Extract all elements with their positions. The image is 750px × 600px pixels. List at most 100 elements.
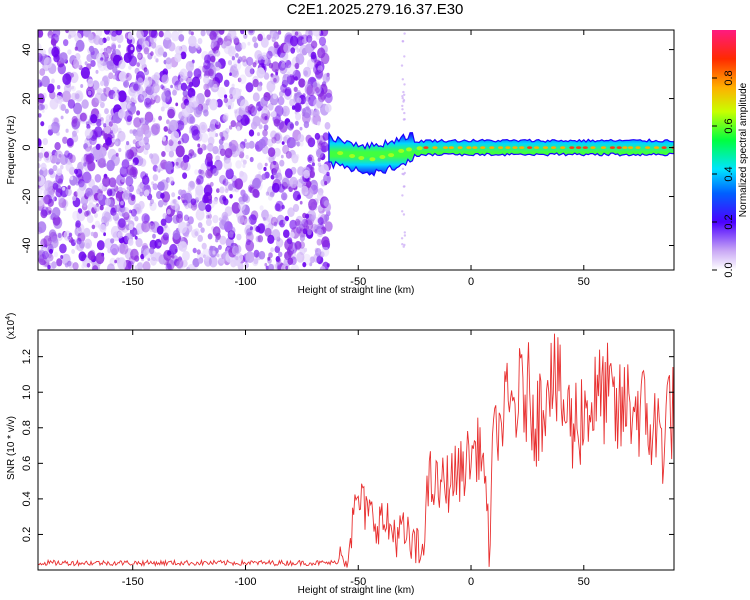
spectrogram-noise-cell <box>281 176 290 187</box>
spectrogram-noise-cell <box>180 82 188 92</box>
spectrogram-noise-cell <box>268 252 273 259</box>
spectrogram-noise-cell <box>94 220 101 228</box>
spectrogram-noise-cell <box>43 195 51 205</box>
spectrogram-noise-cell <box>137 261 144 270</box>
spectrogram-noise-cell <box>206 142 214 152</box>
spectrogram-noise-cell <box>162 51 168 58</box>
spectrogram-noise-cell <box>158 115 163 121</box>
spectrogram-noise-cell <box>112 92 120 101</box>
spectrogram-noise-cell <box>305 225 309 230</box>
spectrogram-noise-cell <box>115 190 125 202</box>
spectrogram-noise-cell <box>324 181 328 186</box>
spectrogram-noise-cell <box>48 35 52 40</box>
spectrogram-noise-cell <box>310 166 315 172</box>
spectrogram-noise-cell <box>174 52 182 63</box>
spectrogram-noise-cell <box>75 168 83 178</box>
spectrogram-noise-cell <box>130 248 139 260</box>
spectrogram-noise-cell <box>401 210 404 213</box>
spectrogram-noise-cell <box>401 40 405 43</box>
spectrogram-noise-cell <box>65 128 69 133</box>
spectrogram-noise-cell <box>279 63 288 75</box>
spectrogram-noise-cell <box>285 265 289 270</box>
spectrogram-noise-cell <box>57 85 61 90</box>
spectrogram-noise-cell <box>172 229 181 240</box>
spectrogram-noise-cell <box>403 55 406 58</box>
spectrogram-noise-cell <box>69 154 76 163</box>
spectrogram-peak <box>661 146 667 150</box>
spectrogram-noise-cell <box>233 109 238 114</box>
spectrogram-noise-cell <box>118 109 126 119</box>
spectrogram-noise-cell <box>284 88 291 97</box>
spectrogram-noise-cell <box>175 145 185 158</box>
spectrogram-noise-cell <box>212 214 219 224</box>
spectrogram-noise-cell <box>209 30 217 41</box>
spectrogram-noise-cell <box>240 42 247 50</box>
spectrogram-noise-cell <box>203 60 211 70</box>
spectrogram-noise-cell <box>302 262 307 268</box>
spectrogram-noise-cell <box>249 68 255 75</box>
spectrogram-noise-cell <box>298 178 302 183</box>
spectrogram-noise-cell <box>97 59 107 72</box>
spectrogram-noise-cell <box>74 244 79 250</box>
spectrogram-noise-cell <box>64 150 70 158</box>
spectrogram-noise-cell <box>222 114 229 122</box>
spectrogram-noise-cell <box>74 46 78 51</box>
spectrogram-noise-cell <box>296 141 301 147</box>
snr-y-tick-label: 0.4 <box>21 491 33 506</box>
spectrogram-signal-band <box>328 130 674 177</box>
spectrogram-noise-cell <box>237 77 242 83</box>
spectrogram-noise-cell <box>143 40 150 48</box>
spectrogram-noise-cell <box>110 42 117 49</box>
spectrogram-noise-cell <box>274 105 284 117</box>
colorbar: 0.0 0.2 0.4 0.6 0.8 Normalized spectral ampl… <box>712 30 749 278</box>
spectrogram-noise-cell <box>132 139 137 145</box>
spectrogram-noise-cell <box>116 33 124 44</box>
spectrogram-noise-cell <box>142 175 150 186</box>
spectrogram-noise-cell <box>223 198 229 206</box>
spectrogram-noise-cell <box>79 112 87 122</box>
spectrogram-noise-cell <box>212 250 216 255</box>
spectrogram-noise-cell <box>95 69 99 74</box>
spectrogram-noise-cell <box>271 61 280 73</box>
spectrogram-noise-cell <box>140 117 147 126</box>
spectrogram-noise-cell <box>324 92 333 104</box>
spectrogram-noise-cell <box>150 153 160 165</box>
spectrogram-noise-cell <box>106 36 111 42</box>
spectrogram-noise-cell <box>270 216 278 226</box>
spectrogram-noise-cell <box>257 107 261 112</box>
spectrogram-noise-cell <box>118 71 127 82</box>
spectrogram-noise-cell <box>136 62 140 67</box>
spectrogram-noise-cell <box>87 90 92 96</box>
spectrogram-noise-cell <box>219 64 223 69</box>
spectrogram-noise-cell <box>176 260 184 270</box>
spectrogram-noise-cell <box>197 37 203 45</box>
spectrogram-noise-cell <box>222 178 229 186</box>
snr-axes: -150 -100 -50 0 50 0.2 0.4 0.6 0.8 1.0 1.2 <box>21 330 674 588</box>
spectrogram-noise-cell <box>121 178 125 183</box>
spectrogram-x-tick-label: 50 <box>578 276 590 288</box>
spectrogram-noise-cell <box>183 214 189 222</box>
spectrogram-noise-cell <box>63 83 72 94</box>
spectrogram-noise-cell <box>204 254 210 262</box>
spectrogram-noise-cell <box>150 51 154 57</box>
spectrogram-noise-cell <box>283 43 291 53</box>
spectrogram-noise-cell <box>86 263 91 268</box>
spectrogram-noise-cell <box>239 170 245 177</box>
spectrogram-noise-cell <box>266 34 272 41</box>
spectrogram-noise-cell <box>315 248 322 257</box>
spectrogram-noise-cell <box>179 68 188 79</box>
spectrogram-noise-cell <box>155 58 159 63</box>
spectrogram-noise-cell <box>148 221 156 230</box>
spectrogram-noise-cell <box>227 30 237 40</box>
spectrogram-peak <box>498 146 504 150</box>
spectrogram-noise-cell <box>305 213 310 219</box>
spectrogram-noise-cell <box>223 97 228 104</box>
colorbar-label: Normalized spectral amplitude <box>738 82 749 217</box>
spectrogram-noise-cell <box>228 183 234 191</box>
spectrogram-noise-cell <box>156 225 164 235</box>
spectrogram-peak <box>622 146 628 150</box>
spectrogram-noise-cell <box>237 215 245 225</box>
spectrogram-noise-cell <box>245 240 255 252</box>
snr-plot-area <box>38 333 674 568</box>
